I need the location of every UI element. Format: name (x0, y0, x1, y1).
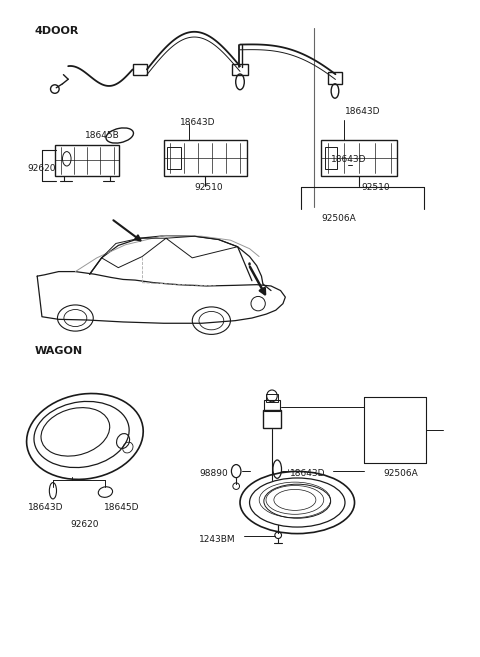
Text: 92510: 92510 (362, 183, 390, 193)
Bar (264, 401, 280, 411)
Text: 92506A: 92506A (383, 469, 418, 478)
Text: 92620: 92620 (28, 164, 56, 173)
Bar (325, 147, 337, 169)
Text: 18643D: 18643D (290, 469, 325, 478)
Bar (321, 140, 397, 176)
Bar (132, 64, 147, 76)
Text: 1243BM: 1243BM (199, 535, 236, 543)
Bar (263, 409, 281, 428)
Bar (232, 64, 248, 75)
Text: 18643D: 18643D (331, 155, 366, 164)
Text: 92510: 92510 (195, 183, 223, 193)
Text: 18643D: 18643D (345, 107, 381, 116)
Text: 4DOOR: 4DOOR (35, 26, 79, 36)
Text: 98890: 98890 (199, 469, 228, 478)
Text: WAGON: WAGON (35, 346, 83, 356)
Text: 92620: 92620 (71, 520, 99, 530)
Text: 18645B: 18645B (85, 131, 120, 140)
Text: 18643D: 18643D (28, 503, 63, 512)
Text: 18643D: 18643D (180, 118, 216, 127)
Text: 92506A: 92506A (321, 214, 356, 223)
Bar (168, 147, 181, 169)
Bar (164, 140, 247, 176)
Bar (55, 145, 119, 176)
Bar (266, 394, 278, 402)
Bar (328, 72, 342, 84)
Text: 18645D: 18645D (104, 503, 140, 512)
